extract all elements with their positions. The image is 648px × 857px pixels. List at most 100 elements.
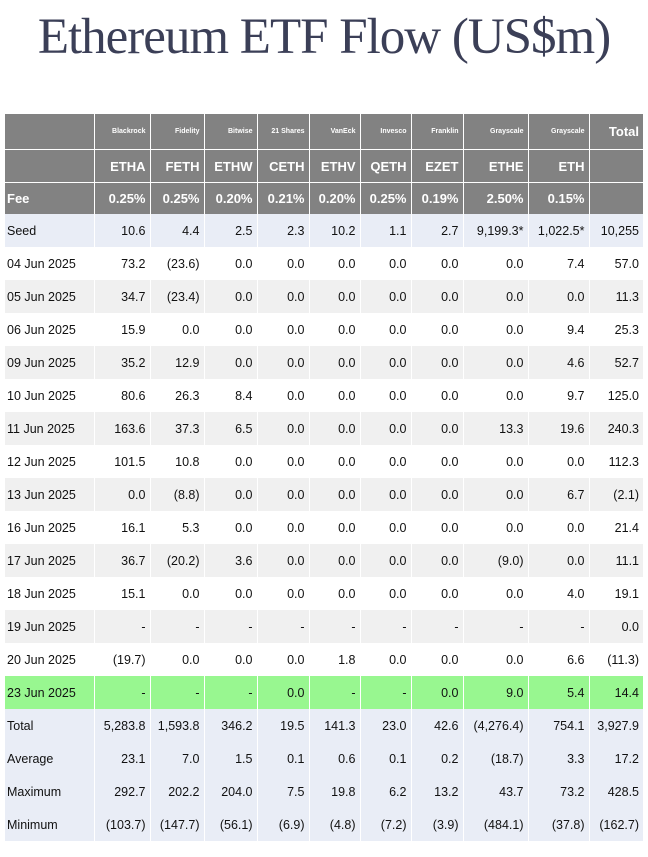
table-row: 10 Jun 2025 80.6 26.3 8.4 0.0 0.0 0.0 0.0 0.0 9.7… — [5, 379, 643, 412]
flow-cell: 0.0 — [309, 379, 361, 412]
flow-cell: 0.0 — [411, 478, 464, 511]
flow-cell: (7.2) — [360, 808, 412, 841]
issuer-label: Grayscale — [528, 114, 590, 150]
flow-cell: 7.0 — [150, 742, 205, 775]
flow-cell: - — [204, 610, 258, 643]
row-label: 12 Jun 2025 — [5, 445, 95, 478]
flow-cell: 19.6 — [528, 412, 590, 445]
total-cell: (11.3) — [589, 643, 643, 676]
flow-cell: 0.0 — [360, 379, 412, 412]
flow-cell: 0.0 — [463, 280, 529, 313]
table-row: 17 Jun 2025 36.7 (20.2) 3.6 0.0 0.0 0.0 0.0 (9.0… — [5, 544, 643, 577]
header-blank — [589, 149, 643, 183]
flow-cell: 16.1 — [94, 511, 151, 544]
row-label: 06 Jun 2025 — [5, 313, 95, 346]
fee-value: 0.15% — [528, 182, 590, 214]
flow-cell: 0.0 — [257, 445, 310, 478]
fee-value: 0.25% — [360, 182, 412, 214]
flow-cell: 0.0 — [463, 445, 529, 478]
header-blank — [589, 182, 643, 214]
flow-cell: 0.0 — [360, 346, 412, 379]
flow-cell: 0.0 — [360, 544, 412, 577]
flow-cell: 0.0 — [150, 313, 205, 346]
flow-cell: 0.0 — [309, 445, 361, 478]
flow-cell: 2.7 — [411, 214, 464, 247]
flow-cell: 9.4 — [528, 313, 590, 346]
total-cell: 3,927.9 — [589, 709, 643, 742]
total-cell: 11.3 — [589, 280, 643, 313]
flow-cell: 5.4 — [528, 676, 590, 709]
ticker-label: ETHA — [94, 149, 151, 183]
flow-cell: 0.0 — [309, 247, 361, 280]
table-row: 13 Jun 2025 0.0 (8.8) 0.0 0.0 0.0 0.0 0.0 0.0 6.7… — [5, 478, 643, 511]
flow-cell: - — [360, 676, 412, 709]
flow-cell: 0.0 — [257, 577, 310, 610]
row-label: 13 Jun 2025 — [5, 478, 95, 511]
flow-cell: 7.4 — [528, 247, 590, 280]
total-cell: 17.2 — [589, 742, 643, 775]
flow-cell: 23.0 — [360, 709, 412, 742]
ticker-header-row: ETHA FETH ETHW CETH ETHV QETH EZET ETHE … — [5, 149, 643, 183]
table-row: 18 Jun 2025 15.1 0.0 0.0 0.0 0.0 0.0 0.0 0.0 4.0 1… — [5, 577, 643, 610]
flow-cell: 80.6 — [94, 379, 151, 412]
flow-cell: 4.4 — [150, 214, 205, 247]
flow-cell: 0.0 — [411, 346, 464, 379]
fee-value: 0.21% — [257, 182, 310, 214]
flow-cell: 0.0 — [360, 445, 412, 478]
flow-cell: - — [150, 610, 205, 643]
flow-cell: 37.3 — [150, 412, 205, 445]
flow-cell: 26.3 — [150, 379, 205, 412]
row-label: 19 Jun 2025 — [5, 610, 95, 643]
flow-cell: 0.0 — [257, 313, 310, 346]
flow-cell: 10.2 — [309, 214, 361, 247]
flow-cell: - — [309, 610, 361, 643]
flow-cell: - — [257, 610, 310, 643]
flow-cell: 0.0 — [360, 511, 412, 544]
row-label: 18 Jun 2025 — [5, 577, 95, 610]
flow-cell: 101.5 — [94, 445, 151, 478]
flow-cell: 0.0 — [360, 478, 412, 511]
flow-cell: 0.0 — [463, 511, 529, 544]
flow-cell: 346.2 — [204, 709, 258, 742]
flow-cell: 3.3 — [528, 742, 590, 775]
flow-cell: 0.6 — [309, 742, 361, 775]
total-cell: 19.1 — [589, 577, 643, 610]
table-row: 19 Jun 2025- - - - - - - - -0.0 — [5, 610, 643, 643]
flow-cell: 0.0 — [309, 412, 361, 445]
flow-cell: 3.6 — [204, 544, 258, 577]
flow-cell: 0.0 — [204, 280, 258, 313]
flow-cell: 15.1 — [94, 577, 151, 610]
fee-value: 0.19% — [411, 182, 464, 214]
row-label: 23 Jun 2025 — [5, 676, 95, 709]
flow-cell: 0.0 — [528, 280, 590, 313]
flow-cell: (18.7) — [463, 742, 529, 775]
total-cell: 21.4 — [589, 511, 643, 544]
summary-row: Minimum (103.7) (147.7) (56.1) (6.9) (4.8) (7.… — [5, 808, 643, 841]
table-row: 06 Jun 2025 15.9 0.0 0.0 0.0 0.0 0.0 0.0 0.0 9.4 2… — [5, 313, 643, 346]
flow-cell: 0.0 — [411, 379, 464, 412]
flow-cell: 0.0 — [411, 445, 464, 478]
flow-cell: 23.1 — [94, 742, 151, 775]
flow-cell: 0.0 — [150, 577, 205, 610]
flow-cell: - — [204, 676, 258, 709]
flow-cell: (8.8) — [150, 478, 205, 511]
flow-cell: 0.0 — [411, 511, 464, 544]
flow-cell: 141.3 — [309, 709, 361, 742]
table-row: 23 Jun 2025- - -0.0- -0.0 9.0 5.4 14.4 — [5, 676, 643, 709]
table-row: 20 Jun 2025 (19.7) 0.0 0.0 0.0 1.8 0.0 0.0 0.0 6.… — [5, 643, 643, 676]
header-blank — [5, 149, 95, 183]
row-label: Average — [5, 742, 95, 775]
row-label: Seed — [5, 214, 95, 247]
total-cell: 10,255 — [589, 214, 643, 247]
flow-cell: 0.0 — [463, 313, 529, 346]
flow-cell: 0.0 — [204, 511, 258, 544]
flow-cell: 754.1 — [528, 709, 590, 742]
issuer-label: Fidelity — [150, 114, 205, 150]
ticker-label: ETHE — [463, 149, 529, 183]
flow-cell: 43.7 — [463, 775, 529, 808]
flow-cell: 0.0 — [94, 478, 151, 511]
flow-cell: 0.0 — [411, 643, 464, 676]
ticker-label: ETH — [528, 149, 590, 183]
flow-cell: 4.0 — [528, 577, 590, 610]
table-row: 05 Jun 2025 34.7 (23.4) 0.0 0.0 0.0 0.0 0.0 0.0 0… — [5, 280, 643, 313]
